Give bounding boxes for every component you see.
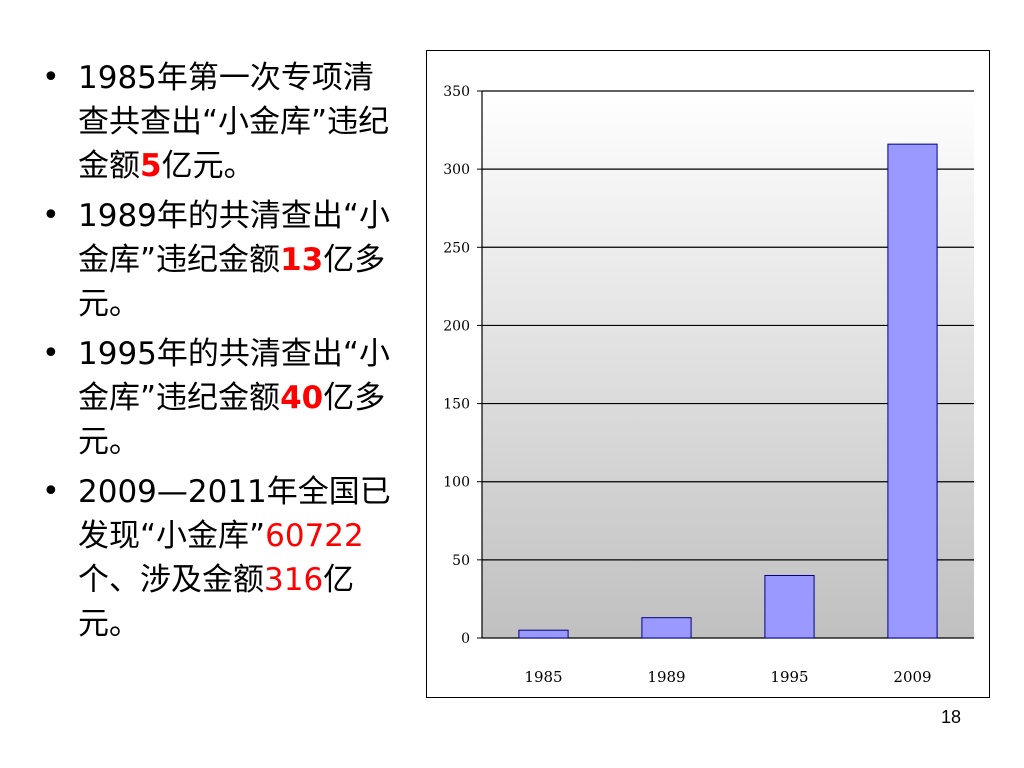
bar-chart: 0 50 100 150 200 250 300 350 1985 1989 1995 2009 — [443, 84, 974, 686]
bullet-text: 2009—2011年全国已发现“小金库” — [78, 474, 391, 554]
y-tick-label: 150 — [443, 397, 470, 413]
x-tick-label: 1995 — [770, 668, 808, 686]
highlight-number: 5 — [140, 148, 162, 184]
bar — [641, 617, 692, 639]
y-tick-label: 0 — [461, 631, 470, 647]
bullet-text: 亿多元。 — [78, 380, 386, 460]
y-tick-label: 250 — [443, 240, 470, 256]
bullet-item: • 1989年的共清查出“小金库”违纪金额13亿多元。 — [28, 194, 398, 326]
bullet-item: • 1995年的共清查出“小金库”违纪金额40亿多元。 — [28, 332, 398, 464]
x-tick-label: 1985 — [524, 668, 562, 686]
x-tick-label: 1989 — [647, 668, 685, 686]
bullet-text: 亿元。 — [161, 148, 255, 184]
bullet-item: • 2009—2011年全国已发现“小金库”60722个、涉及金额316亿元。 — [28, 470, 398, 646]
bullet-text: 亿元。 — [78, 562, 355, 642]
bullet-dot: • — [42, 198, 60, 233]
bar — [764, 574, 815, 639]
x-tick-label: 2009 — [893, 668, 931, 686]
y-tick-label: 100 — [443, 475, 470, 491]
bar — [887, 143, 938, 639]
highlight-number: 316 — [264, 562, 324, 598]
bullet-dot: • — [42, 336, 60, 371]
page-number: 18 — [940, 707, 961, 727]
highlight-number: 13 — [280, 242, 324, 278]
bullet-dot: • — [42, 474, 60, 509]
chart-frame: 0 50 100 150 200 250 300 350 1985 1989 1995 2009 — [426, 50, 990, 698]
bar — [518, 629, 569, 639]
bullet-text: 1989年的共清查出“小金库”违纪金额 — [78, 198, 390, 278]
bullet-item: • 1985年第一次专项清查共查出“小金库”违纪金额5亿元。 — [28, 56, 398, 188]
bullet-text: 个、涉及金额 — [78, 562, 264, 598]
bullet-list: • 1985年第一次专项清查共查出“小金库”违纪金额5亿元。 • 1989年的共清查出… — [28, 56, 398, 652]
highlight-number: 60722 — [265, 518, 364, 554]
bullet-text: 1985年第一次专项清查共查出“小金库”违纪金额 — [78, 60, 390, 184]
bullet-text: 1995年的共清查出“小金库”违纪金额 — [78, 336, 390, 416]
y-tick-label: 200 — [443, 318, 470, 334]
y-tick-label: 300 — [443, 162, 470, 178]
y-tick-label: 50 — [452, 553, 470, 569]
highlight-number: 40 — [280, 380, 324, 416]
bullet-text: 亿多元。 — [78, 242, 386, 322]
bullet-dot: • — [42, 60, 60, 95]
y-tick-label: 350 — [443, 84, 470, 100]
